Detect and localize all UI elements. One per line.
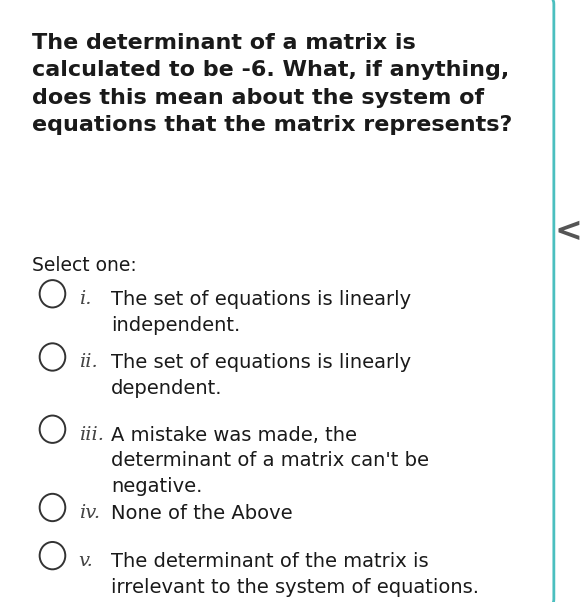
- Text: iv.: iv.: [79, 504, 100, 522]
- Text: i.: i.: [79, 290, 91, 308]
- Text: The determinant of a matrix is
calculated to be -6. What, if anything,
does this: The determinant of a matrix is calculate…: [32, 33, 512, 135]
- Text: ii.: ii.: [79, 353, 97, 371]
- Text: Select one:: Select one:: [32, 256, 137, 275]
- Text: A mistake was made, the
determinant of a matrix can't be
negative.: A mistake was made, the determinant of a…: [111, 426, 429, 496]
- Text: v.: v.: [79, 552, 94, 570]
- Ellipse shape: [40, 415, 65, 443]
- Ellipse shape: [40, 280, 65, 308]
- FancyBboxPatch shape: [0, 0, 554, 602]
- Ellipse shape: [40, 542, 65, 569]
- Text: None of the Above: None of the Above: [111, 504, 293, 523]
- Text: The determinant of the matrix is
irrelevant to the system of equations.: The determinant of the matrix is irrelev…: [111, 552, 479, 597]
- Text: The set of equations is linearly
dependent.: The set of equations is linearly depende…: [111, 353, 411, 398]
- Text: iii.: iii.: [79, 426, 104, 444]
- Ellipse shape: [40, 494, 65, 521]
- Text: <: <: [554, 216, 582, 248]
- Text: The set of equations is linearly
independent.: The set of equations is linearly indepen…: [111, 290, 411, 335]
- Ellipse shape: [40, 343, 65, 371]
